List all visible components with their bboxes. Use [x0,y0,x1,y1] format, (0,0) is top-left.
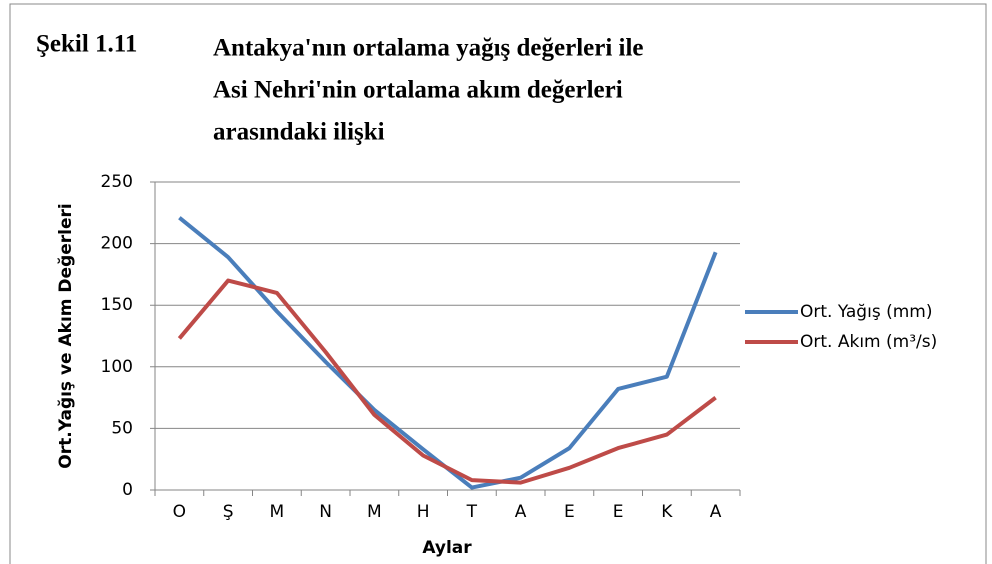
x-tick-label: H [417,502,430,522]
chart-title: Asi Nehri'nin ortalama akım değerleri [213,77,623,104]
y-tick-label: 50 [111,418,133,438]
y-tick-label: 100 [101,357,133,377]
y-tick-label: 200 [101,234,133,254]
x-tick-label: T [466,502,478,522]
x-tick-label: E [564,502,575,522]
legend-label: Ort. Yağış (mm) [800,302,932,322]
y-tick-label: 150 [101,295,133,315]
y-tick-label: 0 [122,480,133,500]
x-tick-label: A [710,502,722,522]
x-tick-label: A [515,502,527,522]
chart-title: arasındaki ilişki [213,119,385,146]
x-tick-label: M [270,502,285,522]
frame [9,3,987,564]
x-tick-label: E [613,502,624,522]
x-tick-label: K [661,502,673,522]
x-tick-label: M [367,502,382,522]
x-tick-label: O [173,502,186,522]
x-axis-label: Aylar [422,538,472,558]
y-axis-label: Ort.Yağış ve Akım Değerleri [56,203,76,468]
series-line [178,216,718,490]
chart-title: Antakya'nın ortalama yağış değerleri ile [213,35,644,62]
y-tick-label: 250 [101,172,133,192]
figure-label: Şekil 1.11 [36,31,137,58]
x-tick-label: N [319,502,332,522]
legend-label: Ort. Akım (m³/s) [800,332,937,352]
x-tick-label: Ş [223,502,234,522]
series-line [177,278,717,485]
